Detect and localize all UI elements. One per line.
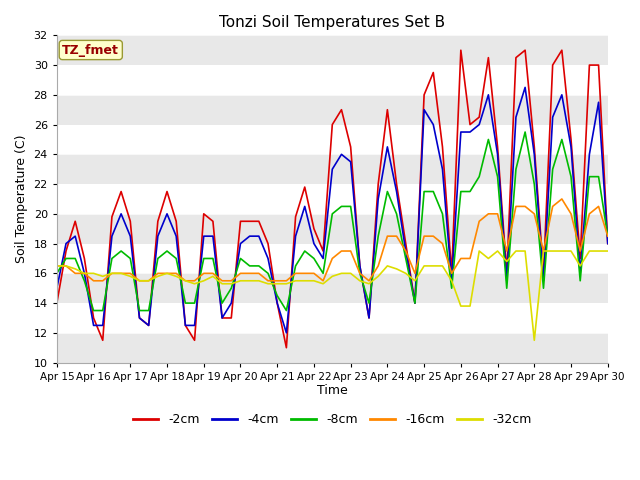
Y-axis label: Soil Temperature (C): Soil Temperature (C) [15, 135, 28, 263]
Bar [57, 95, 608, 125]
Bar [57, 273, 608, 303]
Bar [57, 333, 608, 362]
Bar [57, 214, 608, 243]
Bar [57, 36, 608, 65]
X-axis label: Time: Time [317, 384, 348, 397]
Legend: -2cm, -4cm, -8cm, -16cm, -32cm: -2cm, -4cm, -8cm, -16cm, -32cm [128, 408, 536, 431]
Title: Tonzi Soil Temperatures Set B: Tonzi Soil Temperatures Set B [220, 15, 445, 30]
Bar [57, 155, 608, 184]
Bar [57, 65, 608, 95]
Bar [57, 243, 608, 273]
Bar [57, 303, 608, 333]
Text: TZ_fmet: TZ_fmet [62, 44, 119, 57]
Bar [57, 125, 608, 155]
Bar [57, 184, 608, 214]
